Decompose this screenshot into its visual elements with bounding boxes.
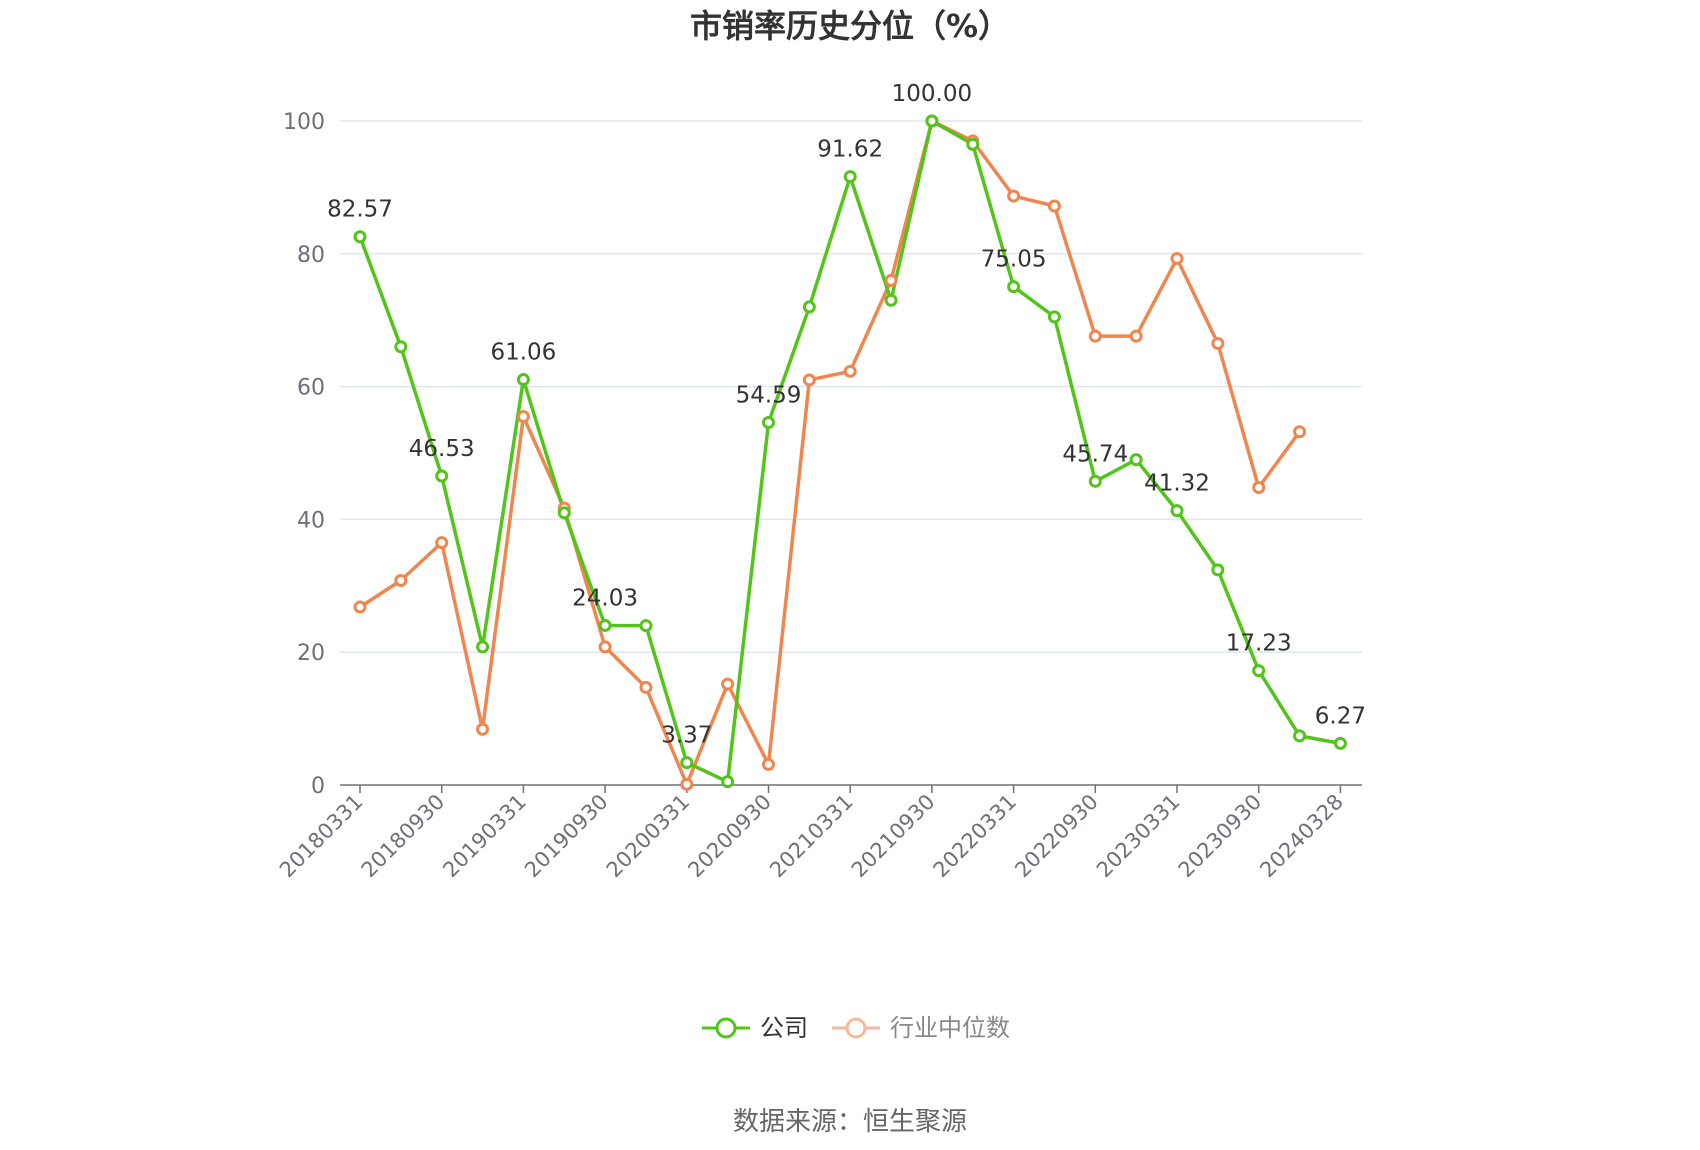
data-label: 3.37 — [661, 723, 712, 749]
data-label: 82.57 — [327, 197, 393, 223]
data-point[interactable] — [394, 340, 408, 354]
data-label: 75.05 — [981, 247, 1047, 273]
data-point[interactable] — [1211, 336, 1225, 350]
data-label: 6.27 — [1315, 703, 1366, 729]
legend-item-industry-median[interactable]: 行业中位数 — [832, 1014, 1010, 1042]
data-label: 61.06 — [490, 340, 556, 366]
data-point[interactable] — [884, 273, 898, 287]
data-point[interactable] — [1211, 563, 1225, 577]
data-label: 41.32 — [1144, 471, 1210, 497]
data-point[interactable] — [680, 777, 694, 791]
data-label: 17.23 — [1226, 631, 1292, 657]
data-point[interactable] — [1170, 504, 1184, 518]
data-point[interactable] — [557, 506, 571, 520]
data-point[interactable] — [1252, 664, 1266, 678]
source-note: 数据来源：恒生聚源 — [733, 1107, 967, 1137]
data-point[interactable] — [843, 170, 857, 184]
data-label: 54.59 — [736, 383, 802, 409]
data-point[interactable] — [639, 680, 653, 694]
data-point[interactable] — [1170, 251, 1184, 265]
data-point[interactable] — [680, 756, 694, 770]
data-point[interactable] — [476, 722, 490, 736]
data-point[interactable] — [598, 640, 612, 654]
y-tick-label: 60 — [297, 376, 325, 401]
data-point[interactable] — [435, 536, 449, 550]
legend-industry-marker-icon — [845, 1017, 867, 1039]
data-label: 46.53 — [409, 436, 475, 462]
data-point[interactable] — [639, 619, 653, 633]
x-tick-label: 20210331 — [765, 790, 858, 883]
data-point[interactable] — [1088, 474, 1102, 488]
chart-title: 市销率历史分位（%） — [690, 7, 1010, 45]
data-point[interactable] — [1088, 329, 1102, 343]
x-tick-label: 20240328 — [1255, 790, 1348, 883]
data-point[interactable] — [394, 573, 408, 587]
y-tick-label: 20 — [297, 641, 325, 666]
data-point[interactable] — [1252, 481, 1266, 495]
data-label: 45.74 — [1062, 441, 1128, 467]
data-point[interactable] — [516, 373, 530, 387]
data-point[interactable] — [516, 409, 530, 423]
data-point[interactable] — [762, 416, 775, 430]
y-tick-label: 40 — [297, 508, 325, 533]
legend-company-marker-icon — [715, 1017, 737, 1039]
series-line-industry-median — [359, 119, 1301, 787]
data-point[interactable] — [762, 757, 775, 771]
data-point[interactable] — [1047, 310, 1061, 324]
series-points — [353, 114, 1347, 791]
data-labels: 82.57 46.53 61.06 24.03 3.37 54.59 91.62 100.00… — [327, 81, 1366, 749]
x-tick-label: 20180930 — [357, 790, 450, 883]
data-point[interactable] — [925, 114, 939, 128]
series-line-company — [358, 119, 1341, 784]
x-tick-label: 20180331 — [275, 790, 368, 883]
data-point[interactable] — [1293, 729, 1307, 743]
y-tick-label: 0 — [311, 774, 325, 799]
data-label: 91.62 — [817, 137, 883, 163]
data-point[interactable] — [1129, 329, 1143, 343]
data-point[interactable] — [1333, 736, 1347, 750]
data-point[interactable] — [843, 364, 857, 378]
data-point[interactable] — [966, 137, 980, 151]
data-label: 100.00 — [892, 81, 972, 107]
x-tick-label: 20190331 — [438, 790, 531, 883]
data-point[interactable] — [1007, 189, 1021, 203]
x-tick-label: 20190930 — [520, 790, 613, 883]
x-tick-label: 20210930 — [847, 790, 940, 883]
x-tick-label: 20230930 — [1174, 790, 1267, 883]
data-point[interactable] — [721, 775, 735, 789]
legend-item-company[interactable]: 公司 — [702, 1014, 808, 1042]
data-point[interactable] — [435, 469, 449, 483]
data-point[interactable] — [1047, 199, 1061, 213]
data-point[interactable] — [884, 293, 898, 307]
data-point[interactable] — [802, 373, 816, 387]
series-lines — [358, 119, 1341, 787]
data-point[interactable] — [721, 677, 735, 691]
y-tick-label: 100 — [283, 110, 325, 135]
data-point[interactable] — [802, 300, 816, 314]
legend-industry-label: 行业中位数 — [890, 1014, 1010, 1042]
legend: 公司 行业中位数 — [702, 1014, 1010, 1042]
x-tick-label: 20200331 — [602, 790, 695, 883]
legend-company-label: 公司 — [760, 1014, 808, 1042]
x-tick-label: 20220331 — [929, 790, 1022, 883]
data-point[interactable] — [1007, 280, 1021, 294]
data-point[interactable] — [353, 600, 367, 614]
data-point[interactable] — [476, 640, 490, 654]
x-tick-label: 20220930 — [1010, 790, 1103, 883]
data-label: 24.03 — [572, 585, 638, 611]
y-tick-label: 80 — [297, 243, 325, 268]
x-tick-label: 20230331 — [1092, 790, 1185, 883]
data-point[interactable] — [353, 230, 367, 244]
data-point[interactable] — [598, 618, 612, 632]
data-point[interactable] — [1129, 453, 1143, 467]
data-point[interactable] — [1293, 425, 1307, 439]
x-tick-label: 20200930 — [683, 790, 776, 883]
x-axis-ticks: 2018033120180930201903312019093020200331… — [275, 785, 1348, 882]
y-axis-ticks: 0 20 40 60 80 100 — [283, 110, 325, 799]
